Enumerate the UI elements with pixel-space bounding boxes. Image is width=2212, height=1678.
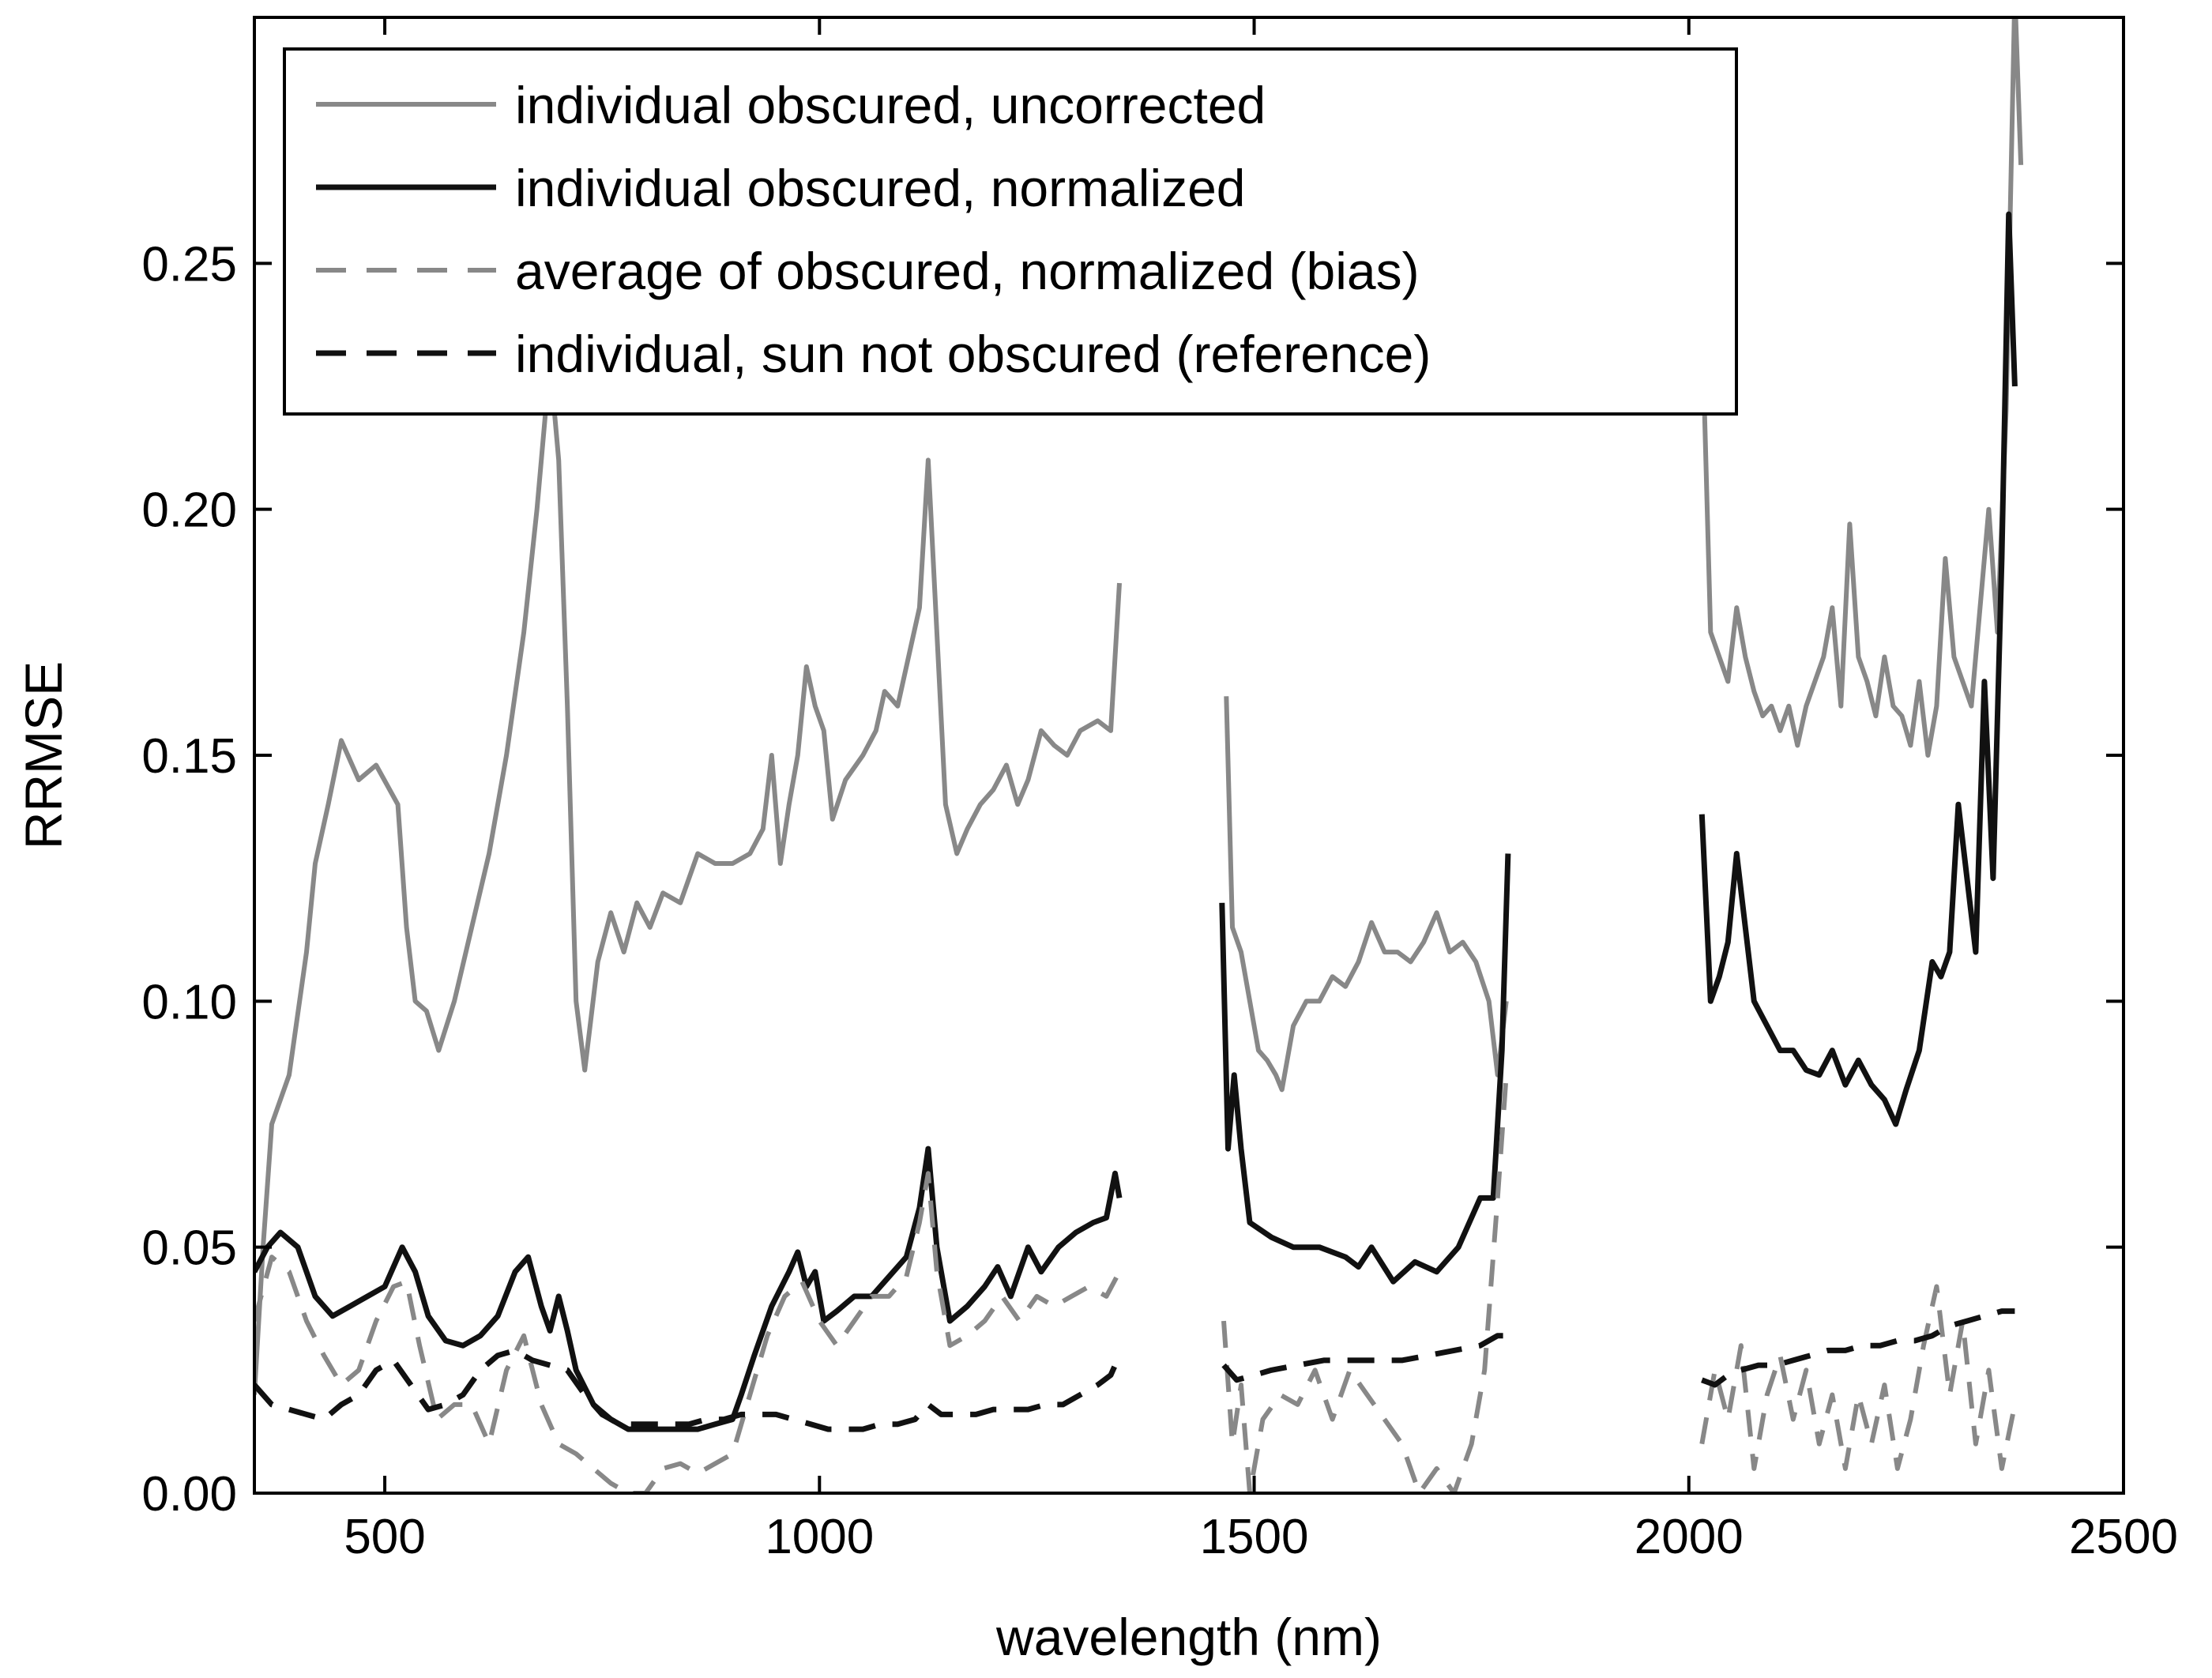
x-tick-label: 1000 xyxy=(765,1510,874,1564)
series-3-segment-2 xyxy=(1701,1308,2015,1388)
x-tick-label: 2000 xyxy=(1635,1510,1744,1564)
series-0-segment-2 xyxy=(1702,17,2024,758)
ticks-layer: 500 1000 1500 2000 2500 0.00 0.05 0.10 0.15 0.20 0… xyxy=(141,17,2178,1564)
y-tick-label: 0.00 xyxy=(141,1467,237,1522)
legend-entry-0: individual obscured, uncorrected xyxy=(515,76,1266,134)
series-2-segment-1 xyxy=(1221,1074,1509,1493)
series-0-segment-1 xyxy=(1224,696,1509,1093)
series-3-segment-0 xyxy=(254,1347,1123,1432)
legend-entry-1: individual obscured, normalized xyxy=(515,159,1246,217)
y-tick-label: 0.15 xyxy=(141,729,237,784)
series-0-segment-0 xyxy=(254,359,1122,1395)
legend-box xyxy=(283,47,1738,416)
y-tick-label: 0.25 xyxy=(141,237,237,292)
series-3-segment-1 xyxy=(1221,1333,1508,1383)
legend-entry-2: average of obscured, normalized (bias) xyxy=(515,242,1420,300)
legend: individual obscured, uncorrected individu… xyxy=(283,47,1738,416)
x-tick-label: 2500 xyxy=(2069,1510,2178,1564)
x-tick-label: 1500 xyxy=(1200,1510,1309,1564)
series-layer xyxy=(254,17,2024,1493)
series-2-segment-2 xyxy=(1699,1284,2018,1471)
series-1-segment-1 xyxy=(1219,853,1511,1285)
y-tick-label: 0.05 xyxy=(141,1221,237,1276)
y-tick-label: 0.10 xyxy=(141,975,237,1029)
y-tick-label: 0.20 xyxy=(141,483,237,538)
series-1-segment-2 xyxy=(1698,211,2018,1127)
x-tick-label: 500 xyxy=(344,1510,425,1564)
y-axis-label: RRMSE xyxy=(14,661,73,849)
legend-entry-3: individual, sun not obscured (reference) xyxy=(515,325,1431,383)
x-axis-label: wavelength (nm) xyxy=(995,1608,1382,1666)
